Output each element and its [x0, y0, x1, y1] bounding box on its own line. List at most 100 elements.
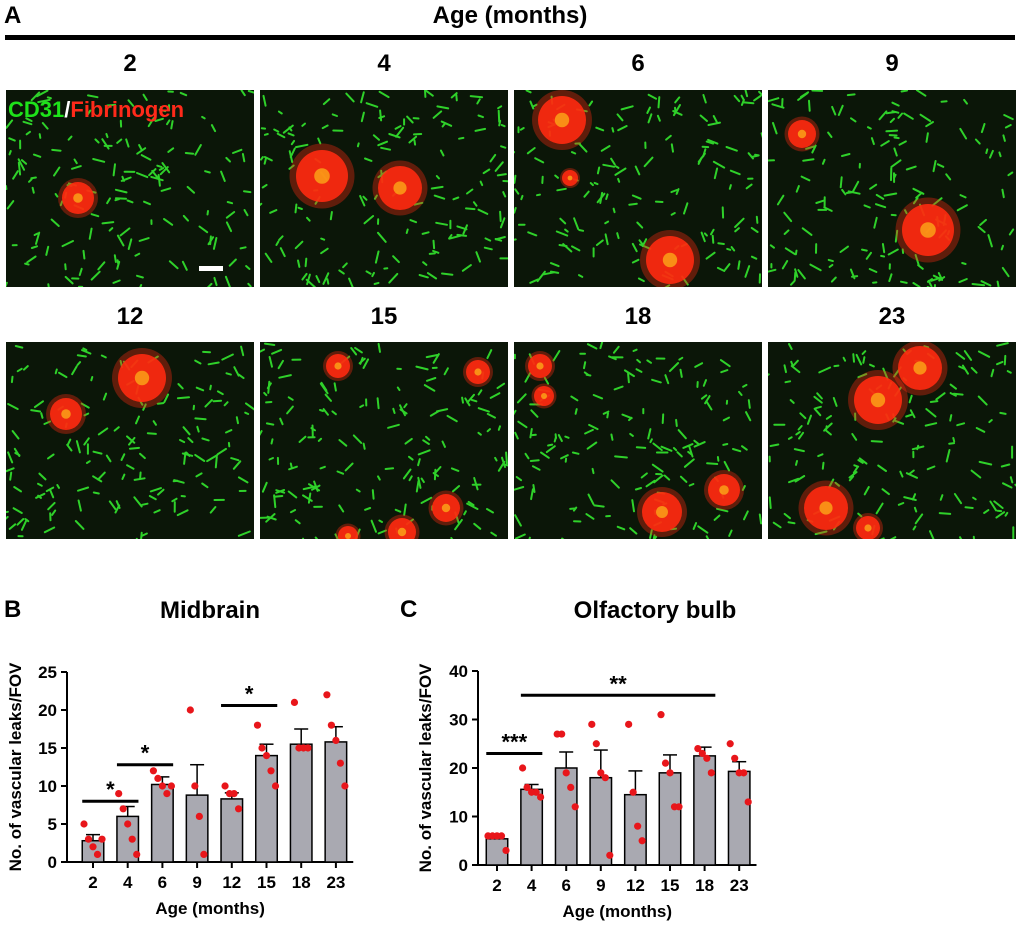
midbrain-title: Midbrain: [160, 597, 260, 624]
olfactory-point-9: [592, 740, 600, 748]
midbrain-point-2: [98, 835, 106, 843]
olfactory-point-6: [562, 769, 570, 777]
midbrain-point-15: [267, 767, 275, 775]
midbrain-significance-label: *: [141, 741, 150, 766]
olfactory-significance-label: ***: [501, 729, 527, 754]
micrograph-18: [514, 342, 762, 539]
midbrain-y-tick-label: 15: [38, 739, 57, 758]
midbrain-point-4: [128, 835, 136, 843]
panel-c-letter: C: [400, 596, 418, 623]
midbrain-point-15: [271, 782, 280, 790]
olfactory-y-tick-label: 20: [449, 759, 468, 778]
midbrain-x-tick-label: 15: [257, 873, 276, 892]
midbrain-point-23: [323, 691, 331, 699]
olfactory-point-9: [606, 851, 614, 859]
olfactory-title: Olfactory bulb: [574, 597, 737, 624]
age-label-9: 9: [885, 50, 899, 77]
olfactory-point-6: [567, 783, 575, 791]
age-label-18: 18: [624, 303, 652, 330]
olfactory-point-4: [519, 764, 527, 772]
midbrain-point-2: [93, 850, 102, 858]
midbrain-significance-label: *: [245, 681, 254, 706]
midbrain-x-tick-label: 2: [88, 873, 97, 892]
midbrain-point-6: [167, 782, 175, 790]
midbrain-y-tick-label: 0: [48, 853, 57, 872]
midbrain-point-4: [115, 790, 123, 798]
midbrain-point-23: [332, 736, 340, 744]
midbrain-significance-label: *: [106, 777, 115, 802]
olfactory-x-tick-label: 23: [730, 876, 749, 895]
midbrain-point-2: [84, 835, 93, 843]
midbrain-point-4: [133, 850, 141, 858]
midbrain-y-axis-label: No. of vascular leaks/FOV: [6, 662, 25, 871]
midbrain-point-2: [80, 820, 88, 828]
midbrain-point-4: [119, 805, 127, 813]
olfactory-point-18: [707, 769, 715, 777]
scale-bar: [199, 266, 223, 271]
olfactory-y-tick-label: 10: [449, 808, 468, 827]
midbrain-bar-23: [324, 741, 348, 863]
olfactory-point-12: [629, 788, 637, 796]
midbrain-x-tick-label: 18: [292, 873, 311, 892]
midbrain-point-23: [327, 721, 335, 729]
midbrain-x-tick-label: 9: [192, 873, 201, 892]
olfactory-point-12: [638, 837, 646, 845]
age-header: Age (months): [432, 2, 588, 29]
olfactory-y-axis-label: No. of vascular leaks/FOV: [416, 663, 435, 872]
olfactory-point-15: [675, 803, 683, 811]
olfactory-point-15: [657, 711, 665, 719]
stain-fibrinogen: Fibrinogen: [70, 97, 185, 122]
olfactory-point-9: [597, 769, 605, 777]
olfactory-point-6: [571, 803, 579, 811]
olfactory-x-tick-label: 12: [626, 876, 645, 895]
olfactory-x-axis-label: Age (months): [562, 902, 672, 921]
olfactory-point-23: [731, 754, 739, 762]
olfactory-bar-6: [554, 767, 578, 866]
midbrain-point-12: [234, 805, 243, 813]
midbrain-x-tick-label: 12: [222, 873, 241, 892]
midbrain-point-2: [89, 843, 97, 851]
midbrain-point-18: [304, 744, 312, 752]
olfactory-x-tick-label: 6: [561, 876, 570, 895]
age-label-23: 23: [878, 303, 906, 330]
olfactory-point-4: [537, 793, 545, 801]
olfactory-point-4: [532, 788, 540, 796]
olfactory-x-tick-label: 18: [695, 876, 714, 895]
micrograph-6: [514, 90, 762, 287]
panel-a-letter: A: [4, 2, 22, 29]
midbrain-x-tick-label: 23: [326, 873, 345, 892]
olfactory-point-2: [497, 832, 506, 840]
midbrain-y-tick-label: 5: [48, 815, 57, 834]
midbrain-y-tick-label: 25: [38, 663, 57, 682]
olfactory-y-tick-label: 40: [449, 662, 468, 681]
midbrain-x-tick-label: 6: [158, 873, 167, 892]
olfactory-y-tick-label: 0: [459, 856, 468, 875]
midbrain-bar-6: [150, 783, 174, 863]
olfactory-point-23: [740, 769, 748, 777]
olfactory-point-23: [726, 740, 734, 748]
olfactory-bar-23: [727, 770, 751, 866]
midbrain-point-15: [262, 752, 271, 760]
micrograph-2: [6, 90, 254, 287]
olfactory-x-tick-label: 4: [527, 876, 537, 895]
midbrain-y-tick-label: 20: [38, 701, 57, 720]
midbrain-y-tick-label: 10: [38, 777, 57, 796]
micrograph-4: [260, 90, 508, 287]
micrograph-15: [260, 342, 508, 539]
age-label-4: 4: [377, 50, 391, 77]
olfactory-point-18: [698, 749, 706, 758]
midbrain-point-9: [186, 706, 194, 714]
olfactory-bar-12: [623, 793, 647, 866]
midbrain-point-6: [163, 790, 171, 798]
panel-b-letter: B: [4, 596, 22, 623]
midbrain-point-4: [124, 820, 132, 828]
midbrain-point-9: [200, 850, 208, 858]
midbrain-point-9: [195, 812, 203, 820]
stain-legend: CD31/Fibrinogen: [8, 97, 184, 123]
olfactory-point-9: [588, 720, 596, 728]
age-label-2: 2: [123, 50, 137, 77]
olfactory-point-18: [703, 754, 711, 762]
midbrain-point-6: [154, 774, 162, 782]
olfactory-y-tick-label: 30: [449, 711, 468, 730]
midbrain-point-6: [149, 767, 157, 775]
